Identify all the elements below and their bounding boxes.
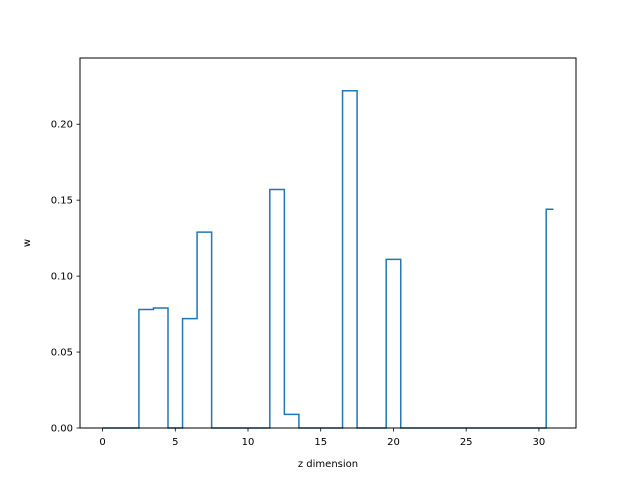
y-axis-label: w	[22, 239, 33, 247]
x-tick-label: 20	[387, 437, 400, 448]
x-tick-label: 5	[172, 437, 178, 448]
y-tick-label: 0.00	[51, 424, 73, 435]
y-tick-label: 0.05	[51, 348, 73, 359]
x-tick-label: 0	[99, 437, 105, 448]
x-tick-label: 15	[314, 437, 327, 448]
x-tick-label: 25	[460, 437, 473, 448]
x-axis-label: z dimension	[298, 459, 358, 470]
x-tick-label: 10	[242, 437, 255, 448]
x-tick-label: 30	[533, 437, 546, 448]
y-tick-label: 0.10	[51, 272, 73, 283]
plot-frame	[79, 57, 577, 429]
y-tick-label: 0.15	[51, 196, 73, 207]
y-tick-label: 0.20	[51, 120, 73, 131]
